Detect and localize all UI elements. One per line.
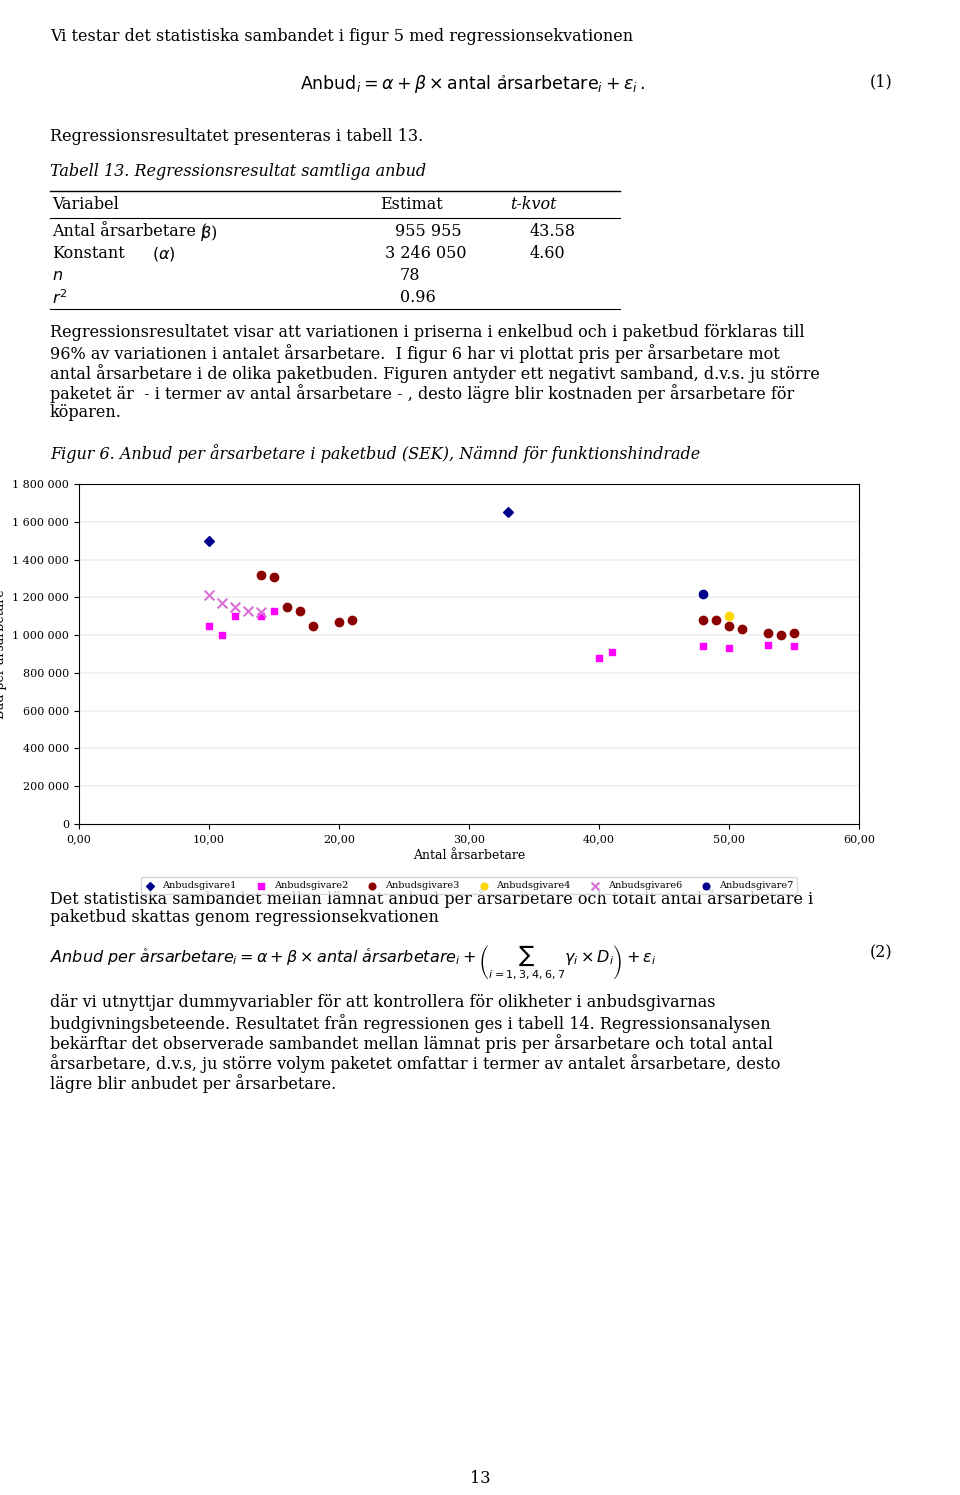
Text: paketbud skattas genom regressionsekvationen: paketbud skattas genom regressionsekvati… bbox=[50, 909, 439, 925]
Text: Antal årsarbetare (: Antal årsarbetare ( bbox=[52, 223, 207, 241]
Anbudsgivare3 bbox=[292, 598, 307, 622]
Anbudsgivare3 bbox=[345, 608, 360, 632]
Anbudsgivare1 bbox=[500, 501, 516, 525]
Text: t-kvot: t-kvot bbox=[510, 196, 557, 212]
Text: 96% av variationen i antalet årsarbetare.  I figur 6 har vi plottat pris per års: 96% av variationen i antalet årsarbetare… bbox=[50, 344, 780, 363]
Text: Konstant: Konstant bbox=[52, 245, 125, 262]
Text: årsarbetare, d.v.s, ju större volym paketet omfattar i termer av antalet årsarbe: årsarbetare, d.v.s, ju större volym pake… bbox=[50, 1054, 780, 1073]
Text: antal årsarbetare i de olika paketbuden. Figuren antyder ett negativt samband, d: antal årsarbetare i de olika paketbuden.… bbox=[50, 363, 820, 383]
Text: bekärftar det observerade sambandet mellan lämnat pris per årsarbetare och total: bekärftar det observerade sambandet mell… bbox=[50, 1035, 773, 1052]
Anbudsgivare3 bbox=[266, 565, 281, 589]
Anbudsgivare3 bbox=[279, 595, 295, 619]
Anbudsgivare6 bbox=[202, 583, 217, 607]
Text: Variabel: Variabel bbox=[52, 196, 119, 212]
Anbudsgivare7 bbox=[695, 582, 710, 605]
Anbudsgivare2 bbox=[214, 623, 229, 647]
Text: 4.60: 4.60 bbox=[530, 245, 565, 262]
Text: 0.96: 0.96 bbox=[400, 289, 436, 306]
Anbudsgivare2 bbox=[591, 646, 607, 670]
Anbudsgivare2 bbox=[266, 598, 281, 622]
Y-axis label: Bud per årsarbetare: Bud per årsarbetare bbox=[0, 589, 7, 719]
Anbudsgivare2 bbox=[605, 640, 620, 664]
Text: Regressionsresultatet visar att variationen i priserna i enkelbud och i paketbud: Regressionsresultatet visar att variatio… bbox=[50, 324, 804, 341]
Text: $\mathrm{Anbud}_i = \alpha + \beta \times \mathrm{antal\ \mathring{a}rsarbetare}: $\mathrm{Anbud}_i = \alpha + \beta \time… bbox=[300, 73, 645, 96]
Text: $r^2$: $r^2$ bbox=[52, 289, 67, 308]
Anbudsgivare2 bbox=[202, 614, 217, 638]
Text: 3 246 050: 3 246 050 bbox=[385, 245, 467, 262]
Anbudsgivare6 bbox=[214, 591, 229, 614]
Text: 43.58: 43.58 bbox=[530, 223, 576, 241]
Anbudsgivare3 bbox=[734, 617, 750, 641]
X-axis label: Antal årsarbetare: Antal årsarbetare bbox=[413, 849, 525, 863]
Anbudsgivare6 bbox=[228, 595, 243, 619]
Text: $n$: $n$ bbox=[52, 268, 63, 284]
Text: (1): (1) bbox=[870, 73, 893, 90]
Anbudsgivare2 bbox=[228, 604, 243, 628]
Anbudsgivare4 bbox=[722, 604, 737, 628]
Anbudsgivare6 bbox=[240, 598, 255, 622]
Text: (2): (2) bbox=[870, 943, 893, 961]
Text: 78: 78 bbox=[400, 268, 420, 284]
Anbudsgivare2 bbox=[695, 634, 710, 658]
Text: där vi utnyttjar dummyvariabler för att kontrollera för olikheter i anbudsgivarn: där vi utnyttjar dummyvariabler för att … bbox=[50, 994, 715, 1011]
Text: $\mathit{Anbud\ per\ \mathring{a}rsarbetare}_i = \alpha + \beta \times \mathit{a: $\mathit{Anbud\ per\ \mathring{a}rsarbet… bbox=[50, 943, 657, 982]
Text: Estimat: Estimat bbox=[380, 196, 443, 212]
Anbudsgivare3 bbox=[253, 562, 269, 586]
Anbudsgivare3 bbox=[708, 608, 724, 632]
Anbudsgivare2 bbox=[722, 637, 737, 661]
Anbudsgivare1 bbox=[202, 529, 217, 553]
Anbudsgivare3 bbox=[695, 608, 710, 632]
Anbudsgivare3 bbox=[722, 614, 737, 638]
Anbudsgivare3 bbox=[786, 622, 802, 646]
Text: paketet är  - i termer av antal årsarbetare - , desto lägre blir kostnaden per å: paketet är - i termer av antal årsarbeta… bbox=[50, 384, 794, 404]
Anbudsgivare3 bbox=[774, 623, 789, 647]
Text: Det statistiska sambandet mellan lämnat anbud per årsarbetare och totalt antal å: Det statistiska sambandet mellan lämnat … bbox=[50, 890, 813, 907]
Text: Vi testar det statistiska sambandet i figur 5 med regressionsekvationen: Vi testar det statistiska sambandet i fi… bbox=[50, 28, 634, 45]
Legend: Anbudsgivare1, Anbudsgivare2, Anbudsgivare3, Anbudsgivare4, Anbudsgivare6, Anbud: Anbudsgivare1, Anbudsgivare2, Anbudsgiva… bbox=[141, 878, 797, 894]
Anbudsgivare2 bbox=[253, 604, 269, 628]
Text: 13: 13 bbox=[469, 1470, 491, 1488]
Anbudsgivare2 bbox=[760, 632, 776, 656]
Text: Figur 6. Anbud per årsarbetare i paketbud (SEK), Nämnd för funktionshindrade: Figur 6. Anbud per årsarbetare i paketbu… bbox=[50, 444, 700, 463]
Text: $\beta$): $\beta$) bbox=[200, 223, 217, 244]
Text: Tabell 13. Regressionsresultat samtliga anbud: Tabell 13. Regressionsresultat samtliga … bbox=[50, 163, 426, 179]
Anbudsgivare6 bbox=[253, 601, 269, 625]
Anbudsgivare3 bbox=[331, 610, 347, 634]
Text: budgivningsbeteende. Resultatet från regressionen ges i tabell 14. Regressionsan: budgivningsbeteende. Resultatet från reg… bbox=[50, 1014, 771, 1033]
Text: lägre blir anbudet per årsarbetare.: lägre blir anbudet per årsarbetare. bbox=[50, 1073, 336, 1093]
Text: 955 955: 955 955 bbox=[395, 223, 462, 241]
Anbudsgivare2 bbox=[786, 634, 802, 658]
Text: Regressionsresultatet presenteras i tabell 13.: Regressionsresultatet presenteras i tabe… bbox=[50, 129, 423, 145]
Anbudsgivare3 bbox=[760, 622, 776, 646]
Anbudsgivare3 bbox=[305, 614, 321, 638]
Text: köparen.: köparen. bbox=[50, 404, 122, 422]
Text: $(\alpha)$: $(\alpha)$ bbox=[152, 245, 176, 263]
